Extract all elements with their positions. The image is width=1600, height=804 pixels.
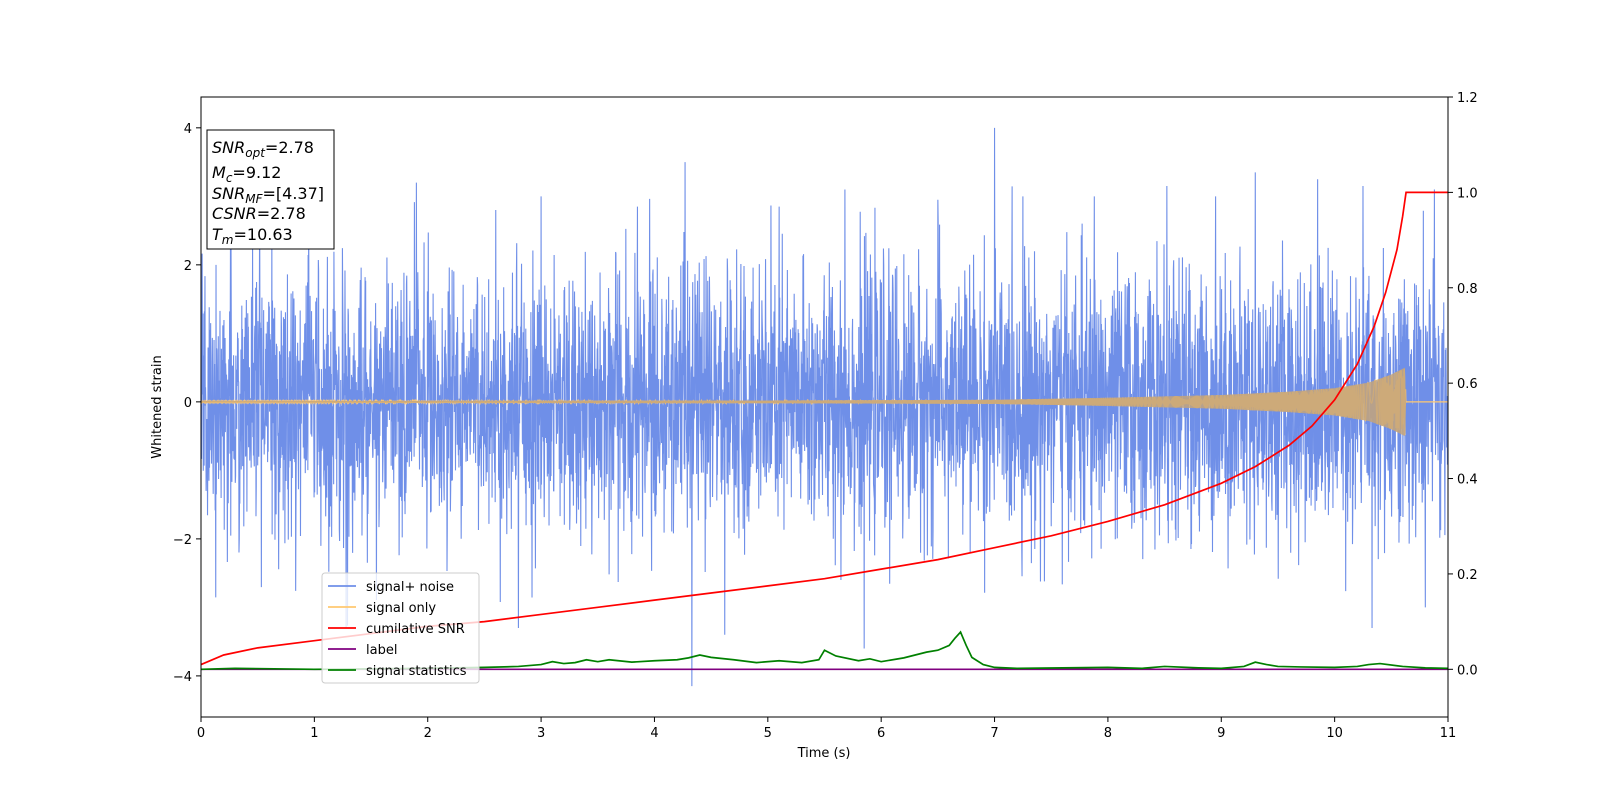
series-signal-statistics <box>201 630 1448 671</box>
legend-entry-label: signal only <box>366 601 436 616</box>
x-tick-label: 3 <box>537 726 545 741</box>
legend-entry-label: label <box>366 643 397 658</box>
y-axis-label: Whitened strain <box>150 355 165 458</box>
x-tick-label: 11 <box>1440 726 1457 741</box>
x-tick-label: 7 <box>990 726 998 741</box>
annotation-subscript: opt <box>245 146 266 160</box>
y2-tick-label: 1.0 <box>1457 186 1478 201</box>
y2-tick-label: 0.8 <box>1457 282 1478 297</box>
annotation-line: Tm=10.63 <box>212 225 293 247</box>
x-axis-label: Time (s) <box>797 746 851 761</box>
legend-entry-label: signal+ noise <box>366 580 454 595</box>
y2-tick-label: 0.0 <box>1457 663 1478 678</box>
annotation-value: =2.78 <box>265 138 314 157</box>
annotation-line: CSNR=2.78 <box>212 204 306 223</box>
annotation-line: SNRopt=2.78 <box>212 138 314 160</box>
y2-tick-label: 0.4 <box>1457 473 1478 488</box>
x-axis: 0 1 2 3 4 5 6 7 8 9 10 11 <box>197 717 1456 741</box>
series-signal-plus-noise <box>201 127 1448 687</box>
x-tick-label: 0 <box>197 726 205 741</box>
x-tick-label: 6 <box>877 726 885 741</box>
metrics-annotation-box: SNRopt=2.78Mc=9.12SNRMF=[4.37]CSNR=2.78T… <box>206 129 335 250</box>
y-tick-label: 4 <box>184 122 192 137</box>
x-tick-label: 10 <box>1326 726 1343 741</box>
x-tick-label: 8 <box>1104 726 1112 741</box>
annotation-subscript: MF <box>245 192 263 206</box>
annotation-symbol: CSNR <box>212 204 257 223</box>
plot-frame <box>200 96 1449 718</box>
annotation-symbol: SNR <box>212 138 245 157</box>
y-axis-right: 0.0 0.2 0.4 0.6 0.8 1.0 1.2 <box>1448 91 1478 678</box>
y-axis-left: −4 −2 0 2 4 <box>173 122 201 685</box>
y2-tick-label: 0.2 <box>1457 568 1478 583</box>
y-tick-label: −4 <box>173 670 192 685</box>
legend-frame <box>321 572 480 684</box>
legend: signal+ noise signal only cumilative SNR la… <box>321 572 480 684</box>
x-tick-label: 5 <box>764 726 772 741</box>
annotation-value: =[4.37] <box>263 184 325 203</box>
legend-entry-label: cumilative SNR <box>366 622 465 637</box>
x-tick-label: 1 <box>310 726 318 741</box>
signal-only-envelope <box>201 367 1407 437</box>
x-tick-label: 9 <box>1217 726 1225 741</box>
annotation-line: Mc=9.12 <box>212 163 281 185</box>
annotation-subscript: c <box>226 171 233 185</box>
annotation-line: SNRMF=[4.37] <box>212 184 324 206</box>
y2-tick-label: 0.6 <box>1457 377 1478 392</box>
y-tick-label: 2 <box>184 259 192 274</box>
annotation-value: =10.63 <box>233 225 292 244</box>
annotation-frame <box>206 129 335 250</box>
annotation-value: =2.78 <box>257 204 306 223</box>
y2-tick-label: 1.2 <box>1457 91 1478 106</box>
legend-entry-label: signal statistics <box>366 664 467 679</box>
annotation-symbol: M <box>212 163 226 182</box>
annotation-symbol: T <box>212 225 223 244</box>
y-tick-label: 0 <box>184 396 192 411</box>
x-tick-label: 2 <box>424 726 432 741</box>
x-tick-label: 4 <box>650 726 658 741</box>
annotation-subscript: m <box>222 233 234 247</box>
annotation-value: =9.12 <box>232 163 281 182</box>
annotation-symbol: SNR <box>212 184 245 203</box>
y-tick-label: −2 <box>173 533 192 548</box>
